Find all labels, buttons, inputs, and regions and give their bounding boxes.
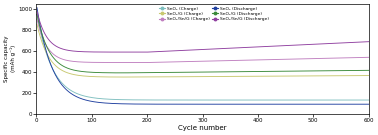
SnO₂/Sn/G (Discharge) (231, 47, 235, 49)
SnO₂/Sn/G (Discharge) (93, 51, 98, 53)
SnO₂/Sn/G (Charge) (145, 62, 149, 63)
SnO₂/Sn/G (Charge) (93, 62, 98, 63)
SnO₂ (Charge) (230, 99, 235, 101)
SnO₂ (Discharge) (284, 103, 289, 105)
SnO₂/G (Charge) (257, 75, 261, 77)
SnO₂ (Discharge) (35, 7, 39, 9)
SnO₂ (Charge) (256, 99, 261, 101)
Y-axis label: Specific capacity
(mAh g⁻¹): Specific capacity (mAh g⁻¹) (4, 36, 16, 82)
SnO₂ (Discharge) (93, 101, 98, 103)
SnO₂/Sn/G (Charge) (366, 57, 371, 58)
SnO₂ (Charge) (366, 99, 371, 101)
SnO₂/G (Charge) (231, 76, 235, 77)
SnO₂/Sn/G (Charge) (257, 59, 261, 61)
SnO₂/G (Charge) (366, 75, 371, 76)
SnO₂/Sn/G (Discharge) (120, 51, 124, 53)
Line: SnO₂/G (Discharge): SnO₂/G (Discharge) (37, 14, 369, 73)
Line: SnO₂/Sn/G (Discharge): SnO₂/Sn/G (Discharge) (37, 12, 369, 52)
SnO₂/Sn/G (Charge) (285, 58, 290, 60)
SnO₂ (Charge) (35, 14, 39, 15)
SnO₂/Sn/G (Discharge) (366, 41, 371, 43)
SnO₂/G (Discharge) (231, 71, 235, 73)
SnO₂/G (Discharge) (185, 71, 190, 73)
Line: SnO₂/Sn/G (Charge): SnO₂/Sn/G (Charge) (37, 19, 369, 63)
SnO₂/Sn/G (Discharge) (285, 45, 290, 46)
SnO₂/Sn/G (Discharge) (35, 11, 39, 13)
SnO₂/G (Discharge) (257, 71, 261, 72)
SnO₂ (Discharge) (366, 103, 371, 105)
SnO₂/G (Discharge) (366, 70, 371, 71)
Line: SnO₂/G (Charge): SnO₂/G (Charge) (37, 24, 369, 77)
SnO₂/Sn/G (Charge) (185, 61, 190, 62)
Line: SnO₂ (Charge): SnO₂ (Charge) (37, 15, 369, 100)
SnO₂/G (Charge) (185, 76, 190, 77)
SnO₂/Sn/G (Charge) (231, 60, 235, 61)
Line: SnO₂ (Discharge): SnO₂ (Discharge) (37, 8, 369, 104)
SnO₂/Sn/G (Charge) (35, 18, 39, 20)
SnO₂/Sn/G (Discharge) (145, 51, 149, 53)
SnO₂ (Discharge) (230, 103, 235, 105)
SnO₂/G (Charge) (35, 23, 39, 25)
SnO₂/G (Discharge) (121, 72, 125, 74)
SnO₂/Sn/G (Charge) (120, 62, 124, 63)
SnO₂ (Charge) (284, 99, 289, 101)
Legend: SnO₂ (Charge), SnO₂/G (Charge), SnO₂/Sn/G (Charge), SnO₂ (Discharge), SnO₂/G (Di: SnO₂ (Charge), SnO₂/G (Charge), SnO₂/Sn/… (157, 5, 270, 23)
SnO₂/G (Discharge) (35, 13, 39, 15)
SnO₂ (Discharge) (256, 103, 261, 105)
SnO₂/G (Charge) (285, 75, 290, 77)
SnO₂/G (Charge) (117, 76, 122, 78)
SnO₂/G (Charge) (121, 76, 125, 78)
SnO₂ (Discharge) (120, 103, 124, 105)
SnO₂ (Discharge) (185, 103, 189, 105)
X-axis label: Cycle number: Cycle number (178, 125, 227, 131)
SnO₂ (Charge) (93, 97, 98, 99)
SnO₂/Sn/G (Discharge) (257, 46, 261, 48)
SnO₂ (Charge) (120, 99, 124, 100)
SnO₂/G (Discharge) (117, 72, 122, 74)
SnO₂/G (Discharge) (285, 70, 290, 72)
SnO₂/Sn/G (Discharge) (185, 49, 190, 51)
SnO₂/G (Discharge) (93, 72, 98, 73)
SnO₂ (Charge) (185, 99, 189, 101)
SnO₂/G (Charge) (93, 76, 98, 77)
